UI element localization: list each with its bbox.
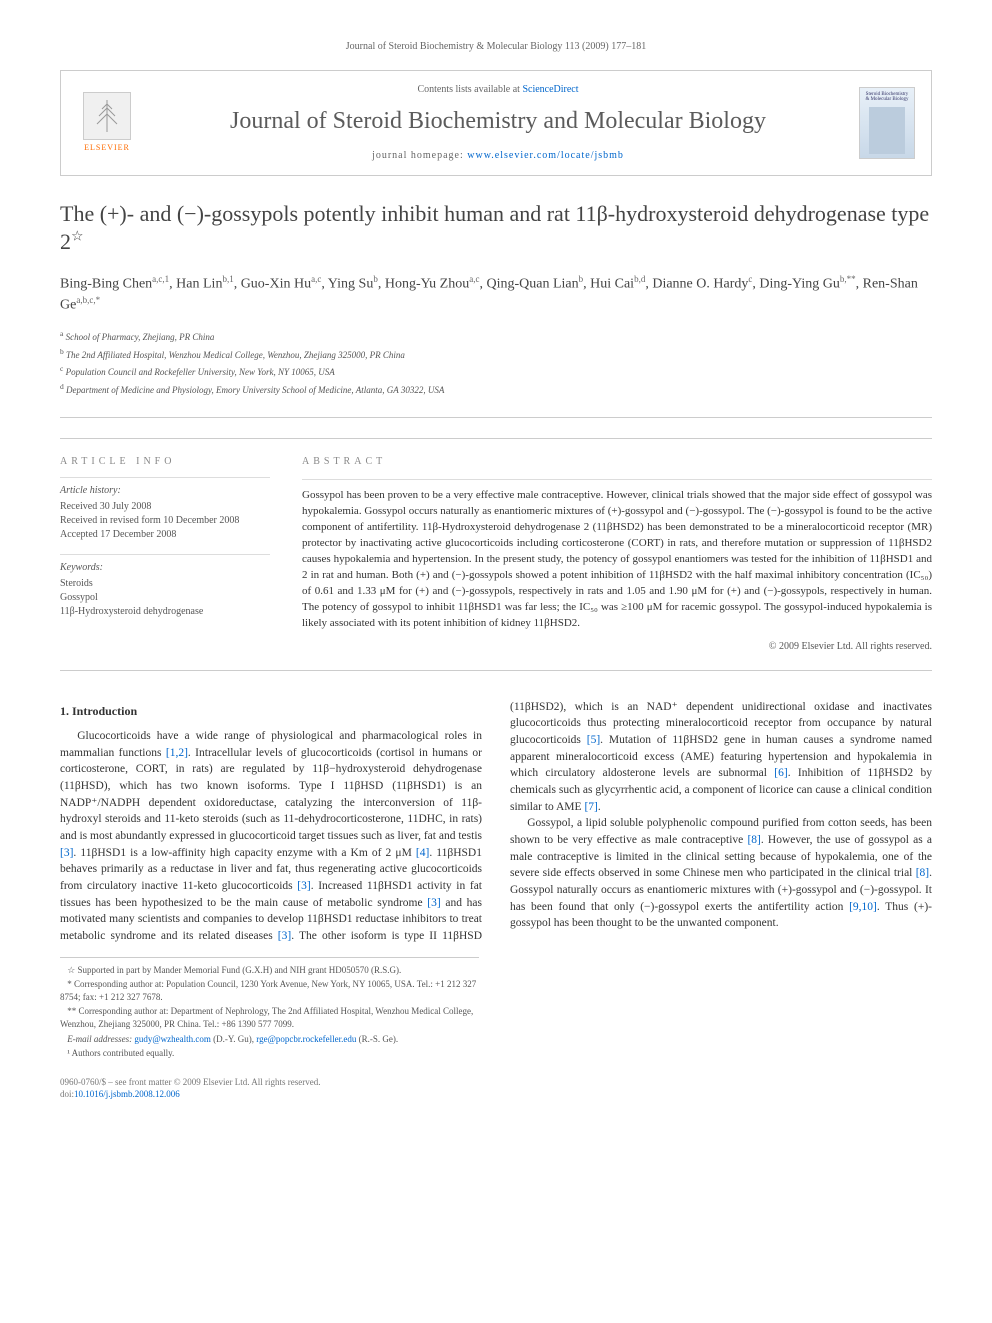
tree-icon [87, 96, 127, 136]
footnote-support: ☆ Supported in part by Mander Memorial F… [60, 964, 479, 977]
history-accepted: Accepted 17 December 2008 [60, 528, 270, 542]
abstract-column: abstract Gossypol has been proven to be … [302, 455, 932, 653]
ref-link-6[interactable]: [6] [774, 767, 787, 779]
header-center: Contents lists available at ScienceDirec… [153, 83, 843, 163]
article-history-block: Article history: Received 30 July 2008 R… [60, 477, 270, 542]
journal-header-box: ELSEVIER Contents lists available at Sci… [60, 70, 932, 176]
affiliation-c: c Population Council and Rockefeller Uni… [60, 363, 932, 380]
footer-left: 0960-0760/$ – see front matter © 2009 El… [60, 1076, 321, 1101]
email1-suffix: (D.-Y. Gu), [211, 1034, 256, 1044]
ref-link-8[interactable]: [8] [747, 834, 760, 846]
keyword-3: 11β-Hydroxysteroid dehydrogenase [60, 605, 270, 619]
footnote-corr1: * Corresponding author at: Population Co… [60, 978, 479, 1003]
journal-cover-thumbnail: Steroid Biochemistry & Molecular Biology [859, 87, 915, 159]
affiliation-a: a School of Pharmacy, Zhejiang, PR China [60, 328, 932, 345]
footer-doi-line: doi:10.1016/j.jsbmb.2008.12.006 [60, 1088, 321, 1101]
ref-link-3[interactable]: [3] [60, 847, 73, 859]
title-text: The (+)- and (−)-gossypols potently inhi… [60, 201, 929, 255]
ref-link-4[interactable]: [4] [416, 847, 429, 859]
journal-homepage-line: journal homepage: www.elsevier.com/locat… [153, 149, 843, 163]
ref-link-5[interactable]: [5] [587, 734, 600, 746]
elsevier-tree-icon [83, 92, 131, 140]
info-abstract-row: article info Article history: Received 3… [60, 438, 932, 670]
footnote-emails: E-mail addresses: gudy@wzhealth.com (D.-… [60, 1033, 479, 1046]
email-link-1[interactable]: gudy@wzhealth.com [134, 1034, 211, 1044]
body-text-columns: 1. Introduction Glucocorticoids have a w… [60, 699, 932, 945]
elsevier-logo: ELSEVIER [77, 88, 137, 158]
email2-suffix: (R.-S. Ge). [356, 1034, 398, 1044]
corr2-label: ** Corresponding author at: [67, 1006, 170, 1016]
ref-link-9-10[interactable]: [9,10] [849, 901, 877, 913]
doi-link[interactable]: 10.1016/j.jsbmb.2008.12.006 [74, 1089, 180, 1099]
ref-link-3b[interactable]: [3] [297, 880, 310, 892]
doi-prefix: doi: [60, 1089, 74, 1099]
abstract-text: Gossypol has been proven to be a very ef… [302, 479, 932, 631]
keywords-label: Keywords: [60, 561, 270, 575]
footnotes: ☆ Supported in part by Mander Memorial F… [60, 957, 479, 1060]
p1-text: . [598, 801, 601, 813]
history-label: Article history: [60, 484, 270, 498]
affiliation-d: d Department of Medicine and Physiology,… [60, 381, 932, 398]
section-1-heading: 1. Introduction [60, 703, 482, 720]
email-label: E-mail addresses: [67, 1034, 134, 1044]
contents-available-line: Contents lists available at ScienceDirec… [153, 83, 843, 97]
keyword-1: Steroids [60, 577, 270, 591]
homepage-prefix: journal homepage: [372, 150, 467, 161]
p1-text: . Intracellular levels of glucocorticoid… [60, 747, 482, 842]
footnote-equal-contrib: ¹ Authors contributed equally. [60, 1047, 479, 1060]
intro-para-2: Gossypol, a lipid soluble polyphenolic c… [510, 815, 932, 932]
abstract-copyright: © 2009 Elsevier Ltd. All rights reserved… [302, 640, 932, 654]
page-footer: 0960-0760/$ – see front matter © 2009 El… [60, 1076, 932, 1101]
history-received: Received 30 July 2008 [60, 500, 270, 514]
ref-link-8b[interactable]: [8] [916, 867, 929, 879]
sciencedirect-link[interactable]: ScienceDirect [522, 84, 578, 95]
journal-name: Journal of Steroid Biochemistry and Mole… [153, 105, 843, 139]
authors-line: Bing-Bing Chena,c,1, Han Linb,1, Guo-Xin… [60, 273, 932, 316]
affiliations: a School of Pharmacy, Zhejiang, PR China… [60, 328, 932, 397]
footnote-corr2: ** Corresponding author at: Department o… [60, 1005, 479, 1030]
email-link-2[interactable]: rge@popcbr.rockefeller.edu [256, 1034, 356, 1044]
homepage-link[interactable]: www.elsevier.com/locate/jsbmb [467, 150, 624, 161]
history-revised: Received in revised form 10 December 200… [60, 514, 270, 528]
footer-copyright: 0960-0760/$ – see front matter © 2009 El… [60, 1076, 321, 1089]
abstract-heading: abstract [302, 455, 932, 469]
affiliation-b: b The 2nd Affiliated Hospital, Wenzhou M… [60, 346, 932, 363]
p1-text: . 11βHSD1 is a low-affinity high capacit… [73, 847, 415, 859]
ref-link-3d[interactable]: [3] [278, 930, 291, 942]
cover-thumb-title: Steroid Biochemistry & Molecular Biology [864, 92, 910, 103]
keyword-2: Gossypol [60, 591, 270, 605]
cover-thumb-image [869, 107, 906, 154]
keywords-block: Keywords: Steroids Gossypol 11β-Hydroxys… [60, 554, 270, 619]
support-text: Supported in part by Mander Memorial Fun… [78, 965, 402, 975]
running-header: Journal of Steroid Biochemistry & Molecu… [60, 40, 932, 54]
title-note-mark: ☆ [71, 230, 84, 245]
article-info-heading: article info [60, 455, 270, 469]
elsevier-name: ELSEVIER [84, 142, 130, 153]
article-title: The (+)- and (−)-gossypols potently inhi… [60, 200, 932, 257]
divider [60, 417, 932, 418]
ref-link-7[interactable]: [7] [584, 801, 597, 813]
contents-prefix: Contents lists available at [417, 84, 522, 95]
article-info-column: article info Article history: Received 3… [60, 455, 270, 653]
ref-link-1-2[interactable]: [1,2] [166, 747, 188, 759]
ref-link-3c[interactable]: [3] [427, 897, 440, 909]
corr1-label: * Corresponding author at: [67, 979, 166, 989]
